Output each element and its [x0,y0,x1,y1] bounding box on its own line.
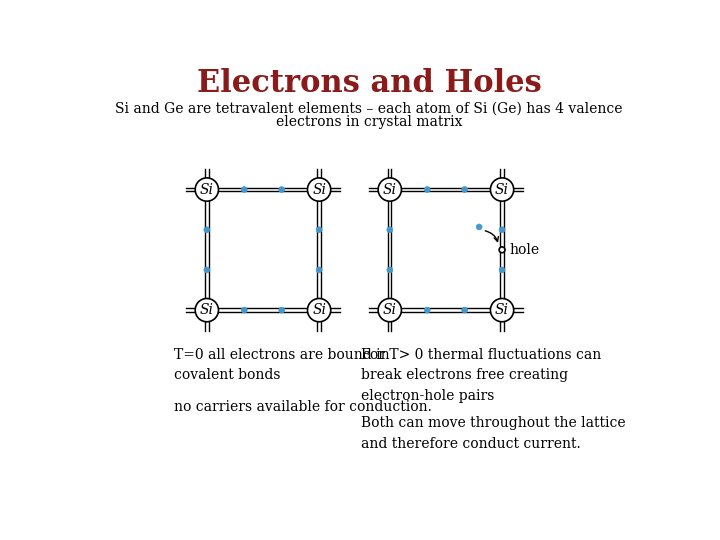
Circle shape [424,187,430,192]
Text: Both can move throughout the lattice
and therefore conduct current.: Both can move throughout the lattice and… [361,416,625,451]
Circle shape [490,299,513,322]
Circle shape [204,227,210,233]
Circle shape [499,227,505,233]
Circle shape [490,178,513,201]
Text: For T> 0 thermal fluctuations can
break electrons free creating
electron-hole pa: For T> 0 thermal fluctuations can break … [361,348,601,403]
Circle shape [204,267,210,273]
Circle shape [387,227,392,233]
Circle shape [307,178,330,201]
Circle shape [279,187,284,192]
Circle shape [387,267,392,273]
Text: T=0 all electrons are bound in
covalent bonds: T=0 all electrons are bound in covalent … [174,348,390,382]
Circle shape [195,178,218,201]
Text: electrons in crystal matrix: electrons in crystal matrix [276,115,462,129]
Text: Si: Si [383,183,397,197]
Circle shape [476,224,482,230]
Text: Si: Si [495,303,509,317]
Circle shape [499,247,505,253]
Circle shape [424,307,430,313]
Circle shape [316,227,322,233]
Circle shape [307,299,330,322]
Circle shape [378,299,402,322]
Circle shape [241,187,247,192]
Circle shape [316,267,322,273]
Circle shape [195,299,218,322]
Text: Si: Si [383,303,397,317]
FancyArrowPatch shape [485,231,498,241]
Circle shape [279,307,284,313]
Text: hole: hole [510,243,540,257]
Circle shape [241,307,247,313]
Circle shape [499,267,505,273]
Text: Si: Si [200,303,214,317]
Circle shape [378,178,402,201]
Text: Si: Si [495,183,509,197]
Text: Si: Si [312,183,326,197]
Text: Electrons and Holes: Electrons and Holes [197,68,541,99]
Circle shape [462,187,467,192]
Text: Si: Si [312,303,326,317]
Circle shape [462,307,467,313]
Text: Si and Ge are tetravalent elements – each atom of Si (Ge) has 4 valence: Si and Ge are tetravalent elements – eac… [115,102,623,116]
Text: no carriers available for conduction.: no carriers available for conduction. [174,400,431,414]
Text: Si: Si [200,183,214,197]
